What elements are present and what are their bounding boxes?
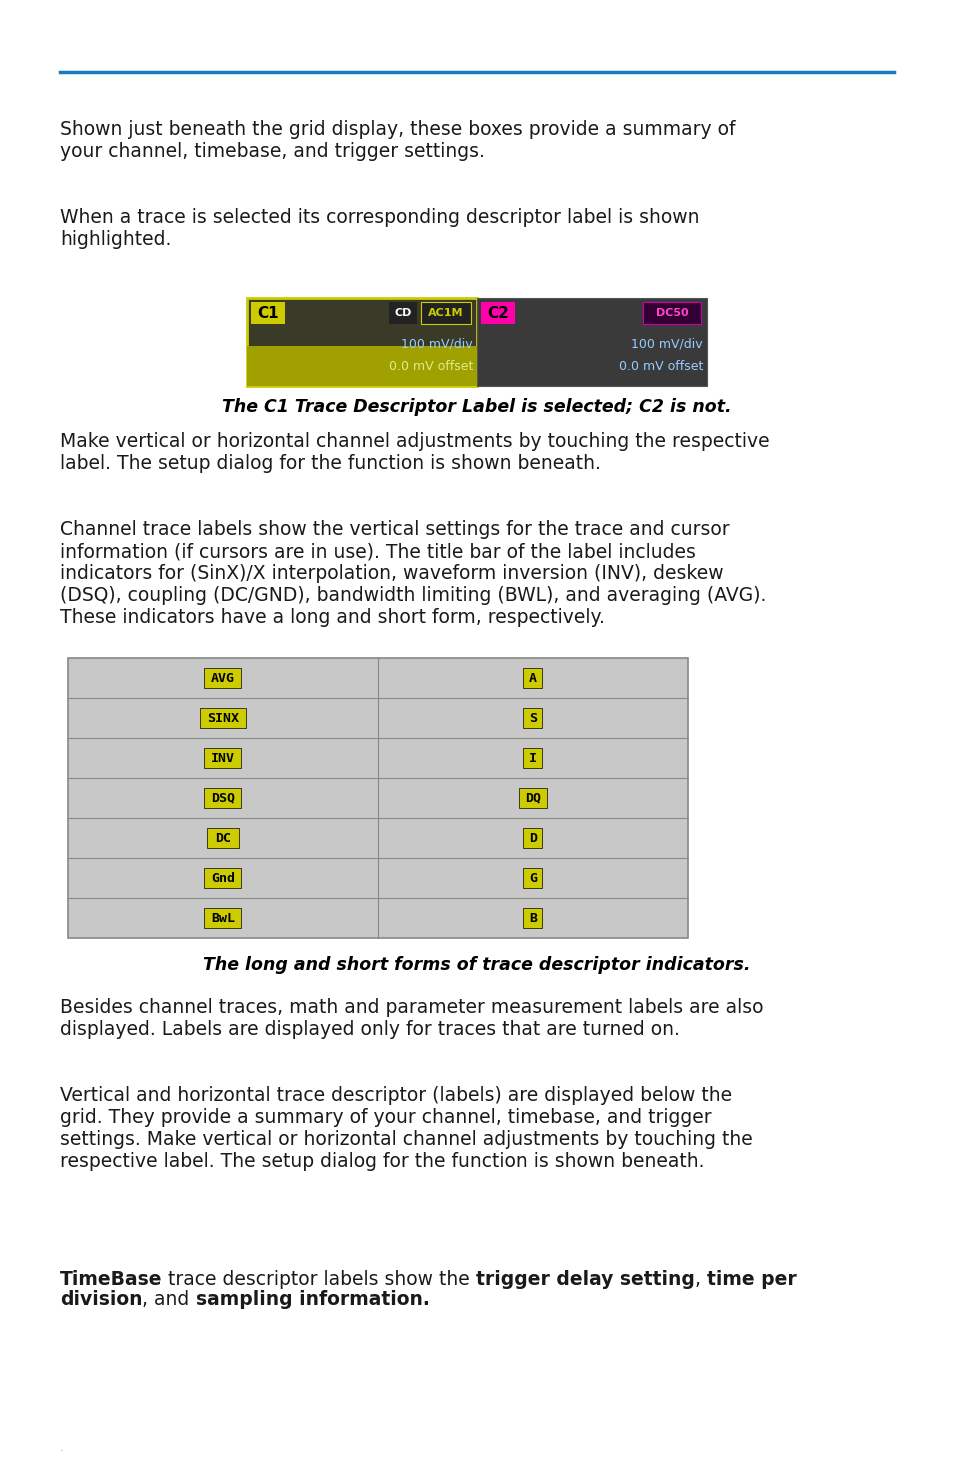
Text: C2: C2	[487, 305, 508, 320]
Text: D: D	[529, 832, 537, 845]
Bar	[523, 867, 542, 888]
Bar	[523, 748, 542, 768]
Text: B: B	[529, 912, 537, 925]
Text: 0.0 mV offset: 0.0 mV offset	[388, 360, 473, 373]
Text: AVG: AVG	[211, 671, 234, 684]
Text: Channel trace labels show the vertical settings for the trace and cursor
informa: Channel trace labels show the vertical s…	[60, 521, 765, 627]
Bar	[389, 302, 416, 324]
Text: CD: CD	[394, 308, 412, 319]
Text: S: S	[529, 711, 537, 724]
Bar	[200, 708, 246, 729]
Bar	[523, 909, 542, 928]
Text: SINX: SINX	[207, 711, 239, 724]
Bar	[204, 909, 241, 928]
Text: ·: ·	[60, 1446, 64, 1457]
Text: time per: time per	[706, 1270, 796, 1289]
Text: , and: , and	[142, 1289, 195, 1308]
Text: division: division	[60, 1289, 142, 1308]
Bar	[476, 298, 706, 386]
Text: When a trace is selected its corresponding descriptor label is shown
highlighted: When a trace is selected its correspondi…	[60, 208, 699, 249]
Bar	[204, 788, 241, 808]
Text: G: G	[529, 872, 537, 885]
Text: A: A	[529, 671, 537, 684]
Text: Shown just beneath the grid display, these boxes provide a summary of
your chann: Shown just beneath the grid display, the…	[60, 119, 735, 161]
Text: 0.0 mV offset: 0.0 mV offset	[618, 360, 702, 373]
Bar	[207, 827, 239, 848]
Text: C1: C1	[257, 305, 278, 320]
Text: AC1M: AC1M	[428, 308, 463, 319]
Text: 100 mV/div: 100 mV/div	[631, 338, 702, 350]
Bar	[247, 298, 476, 386]
Bar	[642, 302, 700, 324]
Text: Gnd: Gnd	[211, 872, 234, 885]
Text: Vertical and horizontal trace descriptor (labels) are displayed below the
grid. : Vertical and horizontal trace descriptor…	[60, 1086, 752, 1171]
Bar	[204, 748, 241, 768]
Bar	[420, 302, 471, 324]
Text: DQ: DQ	[524, 792, 540, 804]
Text: DC: DC	[214, 832, 231, 845]
Text: The C1 Trace Descriptor Label is selected; C2 is not.: The C1 Trace Descriptor Label is selecte…	[222, 398, 731, 416]
Text: sampling information.: sampling information.	[195, 1289, 429, 1308]
Text: The long and short forms of trace descriptor indicators.: The long and short forms of trace descri…	[203, 956, 750, 974]
Bar	[518, 788, 546, 808]
Text: I: I	[529, 751, 537, 764]
Text: trace descriptor labels show the: trace descriptor labels show the	[162, 1270, 476, 1289]
Text: DSQ: DSQ	[211, 792, 234, 804]
Text: DC50: DC50	[655, 308, 688, 319]
Bar	[251, 302, 285, 324]
Bar	[68, 658, 687, 938]
Bar	[204, 668, 241, 687]
Text: 100 mV/div: 100 mV/div	[401, 338, 473, 350]
Bar	[523, 708, 542, 729]
Bar	[480, 302, 515, 324]
Text: INV: INV	[211, 751, 234, 764]
Bar	[247, 347, 476, 386]
Text: trigger delay setting: trigger delay setting	[476, 1270, 695, 1289]
Text: TimeBase: TimeBase	[60, 1270, 162, 1289]
Bar	[204, 867, 241, 888]
Bar	[523, 668, 542, 687]
Text: Besides channel traces, math and parameter measurement labels are also
displayed: Besides channel traces, math and paramet…	[60, 999, 762, 1038]
Bar	[523, 827, 542, 848]
Text: Make vertical or horizontal channel adjustments by touching the respective
label: Make vertical or horizontal channel adju…	[60, 432, 769, 473]
Text: ,: ,	[695, 1270, 706, 1289]
Text: BwL: BwL	[211, 912, 234, 925]
